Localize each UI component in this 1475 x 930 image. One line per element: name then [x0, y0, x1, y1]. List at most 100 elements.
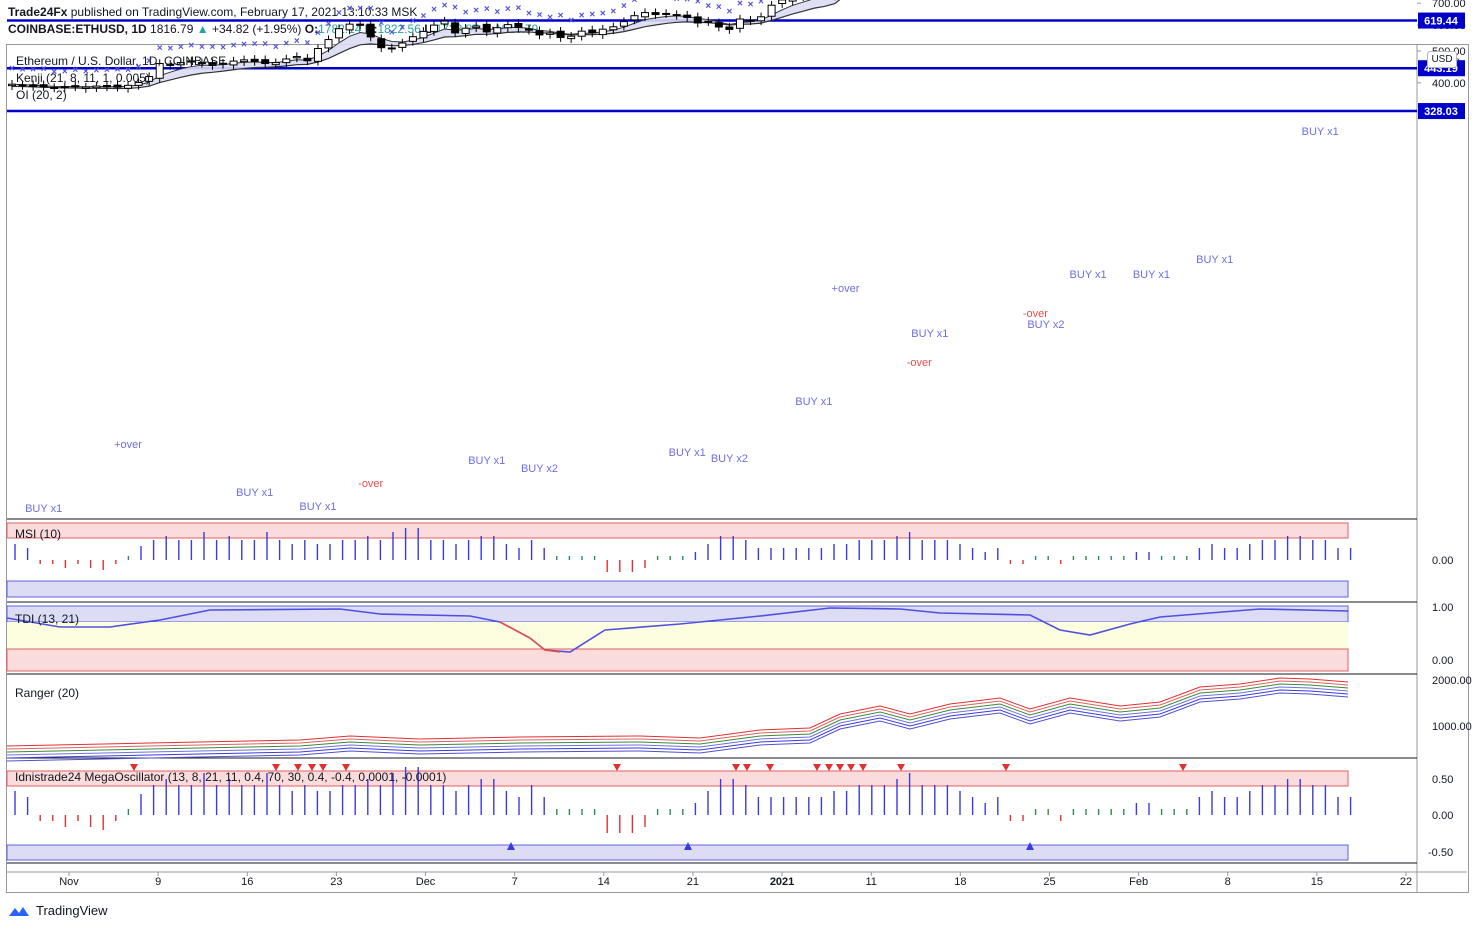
- cross-marker: ×: [547, 12, 553, 23]
- candle-body: [493, 27, 502, 34]
- footer-brand: TradingView: [36, 903, 108, 918]
- msi-upper-zone: [6, 522, 1349, 539]
- cross-marker: ×: [663, 0, 669, 4]
- footer: TradingView: [8, 903, 108, 918]
- candle-body: [71, 85, 80, 88]
- candle-body: [39, 84, 48, 88]
- legend-kenji: Kenji (21, 8, 11, 1, 0.005): [16, 71, 150, 85]
- cross-marker: ×: [600, 9, 606, 20]
- candle-body: [461, 27, 470, 34]
- osc-lower-zone: [6, 844, 1349, 861]
- signal-annotation: BUY x1: [468, 455, 505, 467]
- cross-marker: ×: [558, 11, 564, 22]
- level-label: 619.44: [1424, 16, 1459, 28]
- candle-body: [746, 19, 755, 22]
- osc-sell-marker: [308, 764, 316, 771]
- msi-lower-zone: [6, 580, 1349, 598]
- price-change: +34.82 (+1.95%): [212, 22, 302, 36]
- candle-body: [250, 58, 259, 62]
- cross-marker: ×: [188, 40, 194, 51]
- signal-annotation: -over: [907, 357, 932, 369]
- osc-sell-marker: [847, 764, 855, 771]
- osc-sell-marker: [813, 764, 821, 771]
- ranger-line: [6, 686, 1349, 756]
- candle-body: [451, 22, 460, 34]
- candle-body: [292, 56, 301, 59]
- cross-marker: ×: [30, 64, 36, 75]
- candle-body: [229, 60, 238, 66]
- x-tick-label: 9: [155, 876, 161, 888]
- candle-body: [197, 62, 206, 65]
- cross-marker: ×: [115, 65, 121, 76]
- x-tick-label: 21: [687, 876, 699, 888]
- candle-body: [282, 58, 291, 64]
- candle-body: [598, 28, 607, 36]
- candle-body: [408, 36, 417, 42]
- cross-marker: ×: [347, 4, 353, 15]
- cross-marker: ×: [315, 28, 321, 39]
- cross-marker: ×: [178, 42, 184, 53]
- cross-marker: ×: [653, 0, 659, 3]
- candle-body: [714, 22, 723, 28]
- tdi-y-label: 1.00: [1432, 602, 1453, 614]
- x-tick-label: 18: [954, 876, 966, 888]
- osc-buy-marker: [1026, 842, 1034, 850]
- cross-marker: ×: [146, 56, 152, 67]
- candle-body: [60, 86, 69, 89]
- cross-marker: ×: [399, 23, 405, 34]
- candle-body: [50, 87, 59, 90]
- candle-body: [693, 16, 702, 24]
- candle-body: [345, 23, 354, 31]
- osc-sell-marker: [825, 764, 833, 771]
- x-tick-label: 14: [598, 876, 610, 888]
- candle-body: [29, 84, 38, 87]
- signal-annotation: BUY x1: [669, 447, 706, 459]
- ranger-line: [6, 689, 1349, 759]
- candle-body: [641, 12, 649, 18]
- ranger-title: Ranger (20): [15, 686, 79, 700]
- candle-body: [240, 59, 249, 63]
- cross-marker: ×: [526, 8, 532, 19]
- cross-marker: ×: [51, 67, 57, 78]
- osc-sell-marker: [836, 764, 844, 771]
- cross-marker: ×: [83, 67, 89, 78]
- cross-marker: ×: [579, 11, 585, 22]
- osc-title: Idnistrade24 MegaOscillator (13, 8, 21, …: [15, 770, 446, 784]
- cross-marker: ×: [726, 7, 732, 18]
- osc-sell-marker: [766, 764, 774, 771]
- signal-annotation: -over: [358, 478, 383, 490]
- signal-annotation: BUY x1: [1070, 269, 1107, 281]
- cross-marker: ×: [104, 65, 110, 76]
- candle-body: [735, 18, 744, 29]
- candle-body: [313, 48, 322, 62]
- candle-body: [588, 29, 597, 34]
- candle-body: [609, 26, 618, 31]
- candle-body: [398, 42, 407, 48]
- cross-marker: ×: [421, 11, 427, 22]
- signal-annotation: +over: [832, 283, 860, 295]
- candle-body: [651, 12, 660, 16]
- currency-button[interactable]: USD: [1427, 51, 1457, 68]
- main-legend: Ethereum / U.S. Dollar, 1D, COINBASE Ken…: [16, 53, 226, 104]
- published-text: published on TradingView.com, February 1…: [70, 5, 418, 19]
- tdi-y-label: 0.00: [1432, 655, 1453, 667]
- candle-body: [767, 4, 776, 17]
- candle-body: [577, 30, 586, 37]
- candle-body: [261, 59, 270, 65]
- cross-marker: ×: [695, 0, 701, 7]
- osc-sell-marker: [859, 764, 867, 771]
- cross-marker: ×: [410, 16, 416, 27]
- signal-annotation: BUY x2: [711, 453, 748, 465]
- candle-body: [514, 22, 523, 28]
- cross-marker: ×: [199, 42, 205, 53]
- cross-marker: ×: [9, 64, 15, 75]
- cross-marker: ×: [136, 62, 142, 73]
- last-price: 1816.79: [150, 22, 194, 36]
- cross-marker: ×: [758, 0, 764, 7]
- cross-marker: ×: [748, 0, 754, 11]
- osc-sell-marker: [130, 764, 138, 771]
- osc-sell-marker: [319, 764, 327, 771]
- candle-body: [757, 16, 766, 22]
- high-value: 1822.56: [377, 22, 421, 36]
